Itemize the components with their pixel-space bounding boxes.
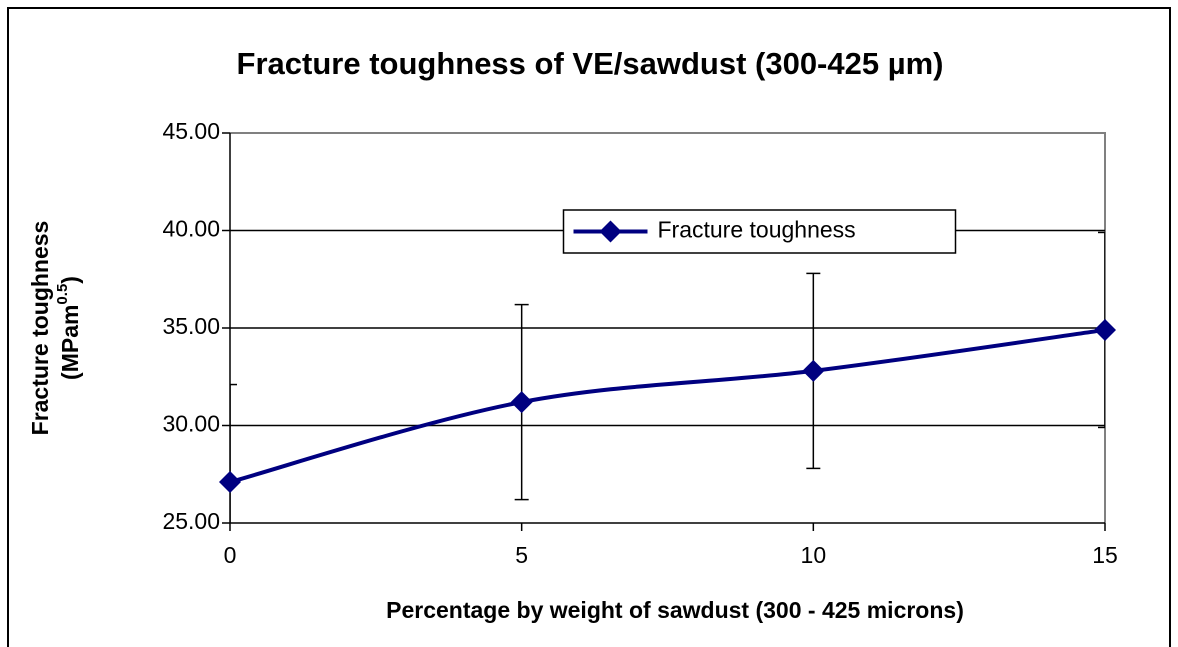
marker: [219, 471, 241, 494]
x-tick-label: 10: [801, 542, 827, 568]
plot: 25.00 30.00 35.00 40.00 45.00 0 5 10 15 Fracture …: [162, 118, 1118, 568]
marker: [510, 391, 533, 414]
x-tick-label: 5: [515, 542, 528, 568]
plot-clip: [230, 231, 1105, 523]
y-axis-unit: (MPam0.5): [54, 276, 83, 380]
x-axis-label: Percentage by weight of sawdust (300 - 4…: [386, 597, 964, 623]
series-line: [229, 327, 1106, 484]
chart-title: Fracture toughness of VE/sawdust (300-42…: [237, 46, 944, 81]
y-tick-label: 25.00: [162, 508, 220, 534]
y-tick-label: 45.00: [162, 118, 220, 144]
unit-close: ): [57, 276, 83, 284]
y-axis-label: Fracture toughness (MPam0.5): [27, 221, 83, 436]
marker: [1094, 318, 1116, 341]
unit-open: (MPam: [57, 305, 83, 380]
error-bar: [230, 383, 237, 523]
unit-exponent: 0.5: [54, 284, 71, 305]
legend-marker: [599, 220, 622, 243]
y-tick-label: 35.00: [162, 313, 220, 339]
y-tick-label: 40.00: [162, 216, 220, 242]
marker: [802, 359, 825, 382]
x-tick-label: 0: [224, 542, 237, 568]
x-tick-label: 15: [1092, 542, 1118, 568]
y-tick-label: 30.00: [162, 411, 220, 437]
error-bar: [1098, 231, 1105, 429]
y-axis-title: Fracture toughness: [27, 221, 53, 436]
frame: [7, 7, 1171, 647]
legend-label: Fracture toughness: [658, 217, 856, 243]
